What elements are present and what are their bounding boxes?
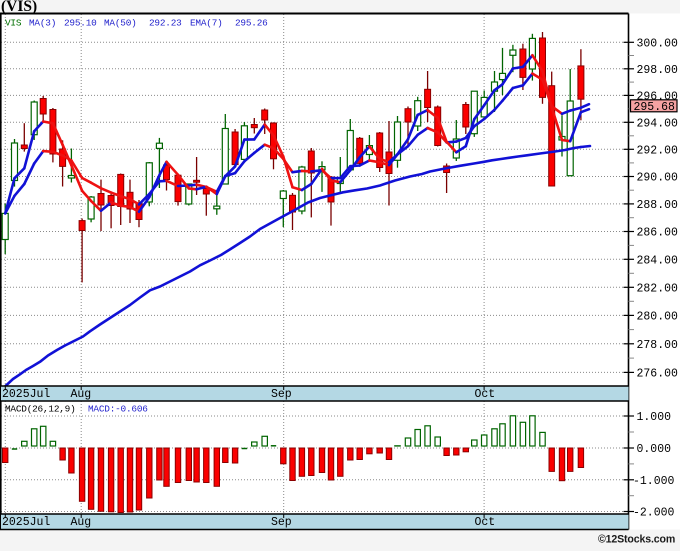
svg-text:2025Jul: 2025Jul	[2, 388, 50, 401]
svg-text:MA(50): MA(50)	[104, 18, 137, 29]
svg-text:290.00: 290.00	[637, 172, 679, 185]
svg-text:294.00: 294.00	[637, 117, 679, 130]
svg-text:280.00: 280.00	[637, 310, 679, 323]
svg-text:295.68: 295.68	[634, 101, 676, 114]
svg-text:292.00: 292.00	[637, 144, 679, 157]
svg-text:-2.000: -2.000	[633, 507, 675, 520]
svg-text:288.00: 288.00	[637, 199, 679, 212]
svg-text:VIS: VIS	[5, 18, 22, 29]
svg-text:286.00: 286.00	[637, 227, 679, 240]
svg-text:278.00: 278.00	[637, 339, 679, 352]
svg-text:MA(3): MA(3)	[29, 18, 56, 29]
svg-text:MACD(26,12,9): MACD(26,12,9)	[5, 404, 76, 415]
svg-text:(VIS): (VIS)	[1, 0, 37, 15]
svg-text:292.23: 292.23	[149, 18, 182, 29]
svg-text:-1.000: -1.000	[633, 475, 675, 488]
svg-text:Aug: Aug	[71, 388, 92, 401]
svg-text:295.10: 295.10	[64, 18, 97, 29]
svg-text:276.00: 276.00	[637, 367, 679, 380]
svg-text:Sep: Sep	[271, 516, 292, 529]
svg-text:Aug: Aug	[71, 516, 92, 529]
svg-text:300.00: 300.00	[637, 37, 679, 50]
svg-text:MACD:-0.606: MACD:-0.606	[88, 404, 148, 415]
svg-text:2025Jul: 2025Jul	[2, 516, 50, 529]
svg-text:282.00: 282.00	[637, 282, 679, 295]
svg-text:1.000: 1.000	[637, 411, 672, 424]
svg-text:Oct: Oct	[475, 388, 496, 401]
svg-text:Oct: Oct	[475, 516, 496, 529]
svg-text:295.26: 295.26	[235, 18, 268, 29]
svg-text:EMA(7): EMA(7)	[190, 18, 223, 29]
svg-text:©12Stocks.com: ©12Stocks.com	[598, 534, 675, 546]
svg-text:298.00: 298.00	[637, 64, 679, 77]
svg-text:284.00: 284.00	[637, 254, 679, 267]
svg-text:0.000: 0.000	[637, 443, 672, 456]
svg-text:Sep: Sep	[271, 388, 292, 401]
